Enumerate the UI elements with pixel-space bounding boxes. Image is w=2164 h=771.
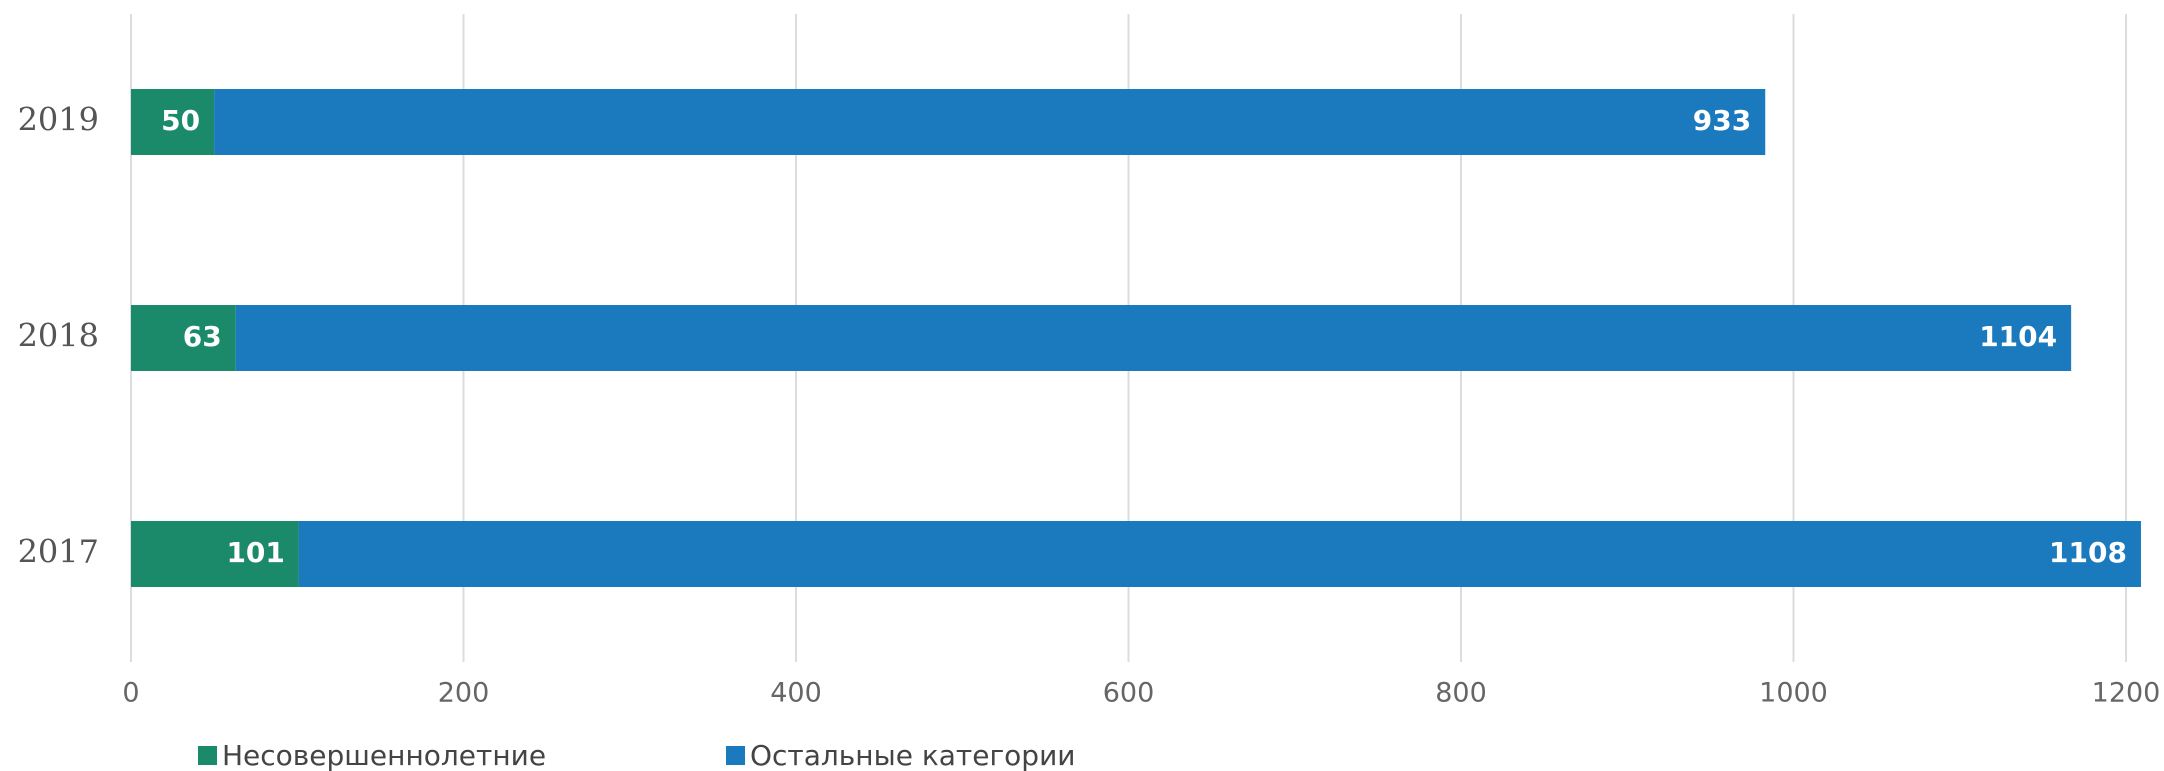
x-tick-label: 0 bbox=[122, 678, 139, 709]
value-label: 933 bbox=[1693, 104, 1751, 137]
bar-segment bbox=[298, 521, 2141, 587]
value-label: 63 bbox=[183, 320, 222, 353]
value-label: 50 bbox=[161, 104, 200, 137]
bar-segment bbox=[214, 89, 1766, 155]
bar-segment bbox=[131, 305, 236, 371]
x-tick-label: 200 bbox=[438, 678, 490, 709]
x-tick-label: 800 bbox=[1435, 678, 1487, 709]
y-tick-label: 2019 bbox=[18, 101, 99, 139]
x-tick-label: 400 bbox=[770, 678, 822, 709]
value-label: 1104 bbox=[1979, 320, 2057, 353]
bar-segment bbox=[131, 89, 215, 155]
y-tick-label: 2017 bbox=[18, 533, 99, 571]
legend-label: Остальные категории bbox=[750, 739, 1075, 771]
legend-swatch bbox=[726, 746, 745, 765]
y-tick-label: 2018 bbox=[18, 317, 99, 355]
x-tick-label: 600 bbox=[1103, 678, 1155, 709]
x-tick-label: 1200 bbox=[2092, 678, 2161, 709]
bar-segment bbox=[131, 521, 299, 587]
bar-segment bbox=[235, 305, 2072, 371]
x-tick-label: 1000 bbox=[1759, 678, 1828, 709]
value-label: 1108 bbox=[2049, 536, 2127, 569]
value-label: 101 bbox=[226, 536, 284, 569]
legend-swatch bbox=[198, 746, 217, 765]
legend-label: Несовершеннолетние bbox=[222, 739, 546, 771]
